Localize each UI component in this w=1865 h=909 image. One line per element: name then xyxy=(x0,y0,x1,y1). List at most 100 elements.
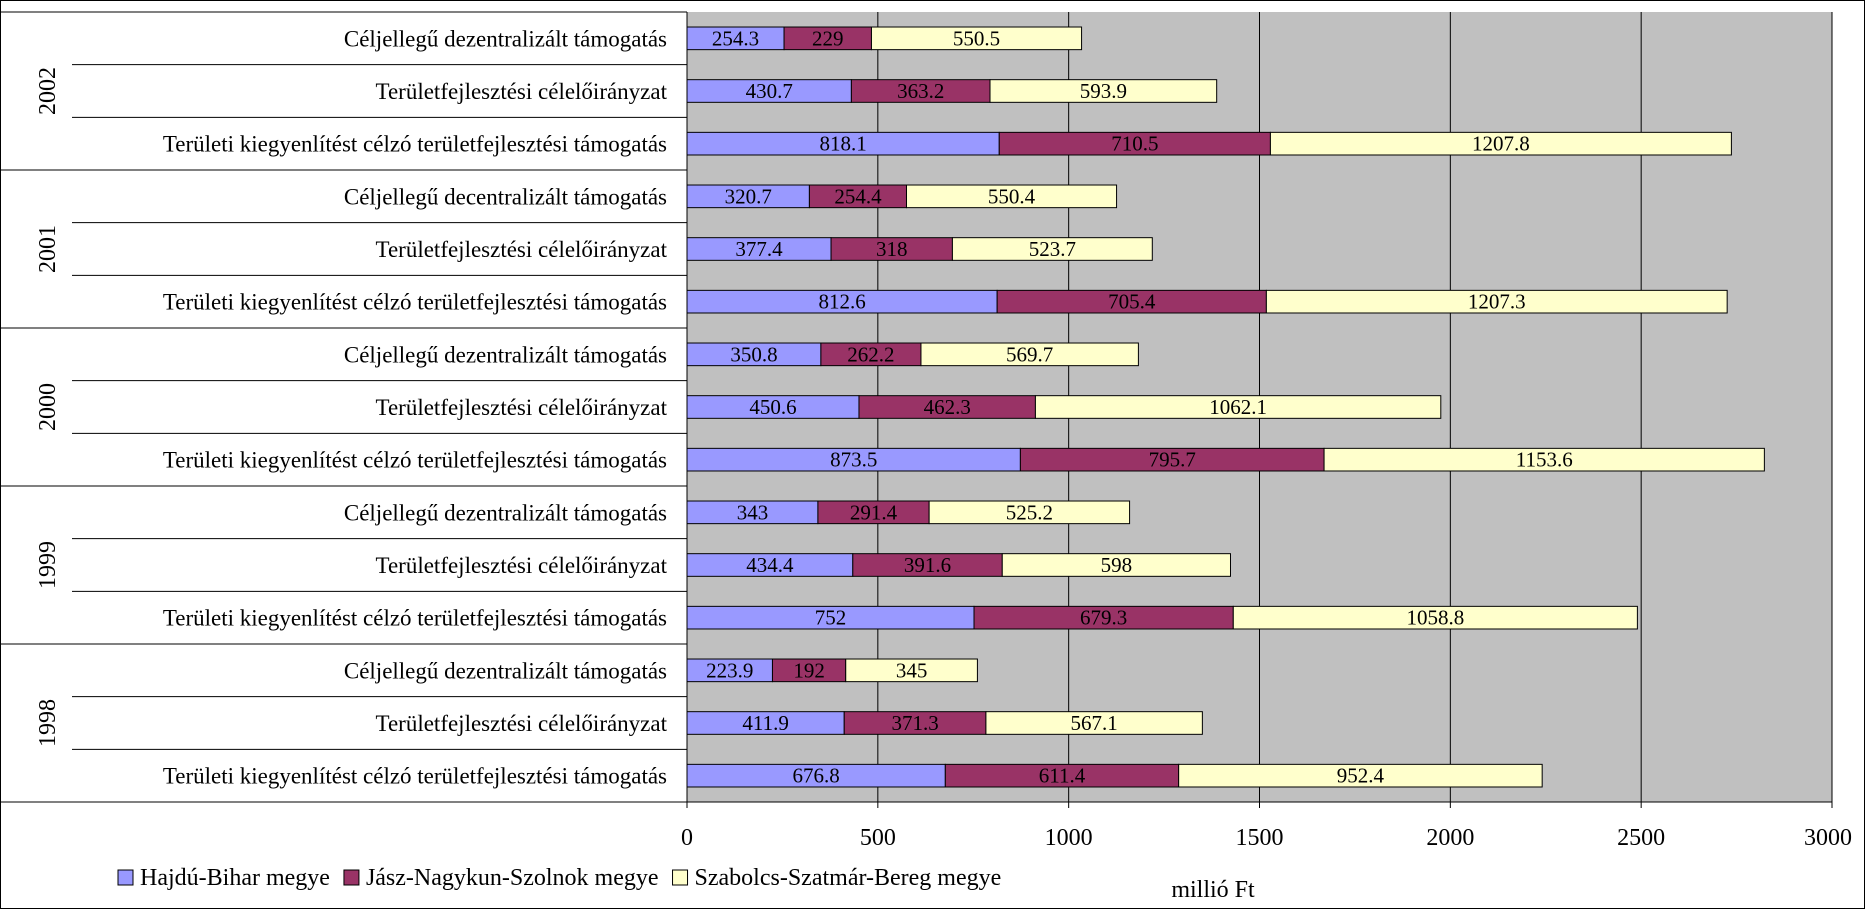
category-label: Céljellegű dezentralizált támogatás xyxy=(344,26,667,51)
data-label: 752 xyxy=(815,606,847,630)
category-label: Területfejlesztési célelőirányzat xyxy=(376,79,668,104)
category-label: Területi kiegyenlítést célzó területfejl… xyxy=(163,132,667,157)
group-year-label: 1998 xyxy=(35,699,61,747)
bar-segment xyxy=(1265,289,1728,314)
x-tick-label: 3000 xyxy=(1804,825,1852,851)
data-label: 343 xyxy=(737,500,769,524)
x-tick-label: 500 xyxy=(860,825,896,851)
data-label: 1062.1 xyxy=(1209,395,1267,419)
bar-segment xyxy=(1269,131,1732,156)
data-label: 679.3 xyxy=(1080,606,1127,630)
bar-segment xyxy=(1323,447,1765,472)
legend-swatch xyxy=(343,869,360,886)
data-label: 291.4 xyxy=(850,500,898,524)
data-label: 523.7 xyxy=(1029,237,1076,261)
data-label: 254.4 xyxy=(834,184,882,208)
x-tick-label: 1500 xyxy=(1236,825,1284,851)
data-label: 952.4 xyxy=(1337,764,1385,788)
data-label: 705.4 xyxy=(1108,290,1156,314)
data-label: 430.7 xyxy=(746,79,793,103)
category-label: Céljellegű dezentralizált támogatás xyxy=(344,342,667,367)
bar-segment xyxy=(951,237,1153,261)
category-label: Területfejlesztési célelőirányzat xyxy=(376,395,668,420)
data-label: 411.9 xyxy=(742,711,788,735)
legend: Hajdú-Bihar megye Jász-Nagykun-Szolnok me… xyxy=(117,865,1002,891)
group-year-label: 2000 xyxy=(35,383,61,431)
data-label: 1207.8 xyxy=(1472,132,1530,156)
data-label: 345 xyxy=(896,658,928,682)
bar-segment xyxy=(989,79,1218,103)
data-label: 371.3 xyxy=(891,711,938,735)
group-year-label: 1999 xyxy=(35,541,61,589)
bar-segment xyxy=(928,500,1131,525)
x-tick-label: 0 xyxy=(681,825,693,851)
bar-segment xyxy=(1178,763,1543,788)
data-label: 350.8 xyxy=(730,342,777,366)
legend-swatch xyxy=(117,869,134,886)
data-label: 320.7 xyxy=(725,184,772,208)
bar-segment xyxy=(1001,553,1231,577)
category-label: Területfejlesztési célelőirányzat xyxy=(376,237,668,262)
data-label: 1058.8 xyxy=(1406,606,1464,630)
legend-label: Jász-Nagykun-Szolnok megye xyxy=(366,865,659,891)
data-label: 598 xyxy=(1101,553,1133,577)
bar-segment xyxy=(1034,395,1442,419)
category-label: Területi kiegyenlítést célzó területfejl… xyxy=(163,448,667,473)
legend-label: Hajdú-Bihar megye xyxy=(140,865,330,891)
x-tick-label: 1000 xyxy=(1045,825,1093,851)
data-label: 192 xyxy=(793,658,825,682)
data-label: 434.4 xyxy=(746,553,794,577)
data-label: 818.1 xyxy=(819,132,866,156)
legend-swatch xyxy=(672,869,689,886)
category-axis: Céljellegű dezentralizált támogatás Terül… xyxy=(0,11,688,803)
data-label: 1207.3 xyxy=(1468,290,1526,314)
data-label: 229 xyxy=(812,26,844,50)
x-axis: 0 500 1000 1500 2000 2500 3000 xyxy=(681,801,1852,851)
category-label: Területi kiegyenlítést célzó területfejl… xyxy=(163,290,667,315)
data-label: 710.5 xyxy=(1111,132,1158,156)
data-labels: 254.3 229 550.5 430.7 363.2 593.9 818.1 710.5 12… xyxy=(706,26,1573,787)
data-label: 525.2 xyxy=(1006,500,1053,524)
category-label: Területi kiegyenlítést célzó területfejl… xyxy=(163,764,667,789)
data-label: 318 xyxy=(876,237,908,261)
category-label: Területfejlesztési célelőirányzat xyxy=(376,553,668,578)
data-label: 873.5 xyxy=(830,448,877,472)
data-label: 593.9 xyxy=(1080,79,1127,103)
bar-segment xyxy=(870,26,1083,51)
legend-label: Szabolcs-Szatmár-Bereg megye xyxy=(695,865,1002,891)
data-label: 450.6 xyxy=(749,395,796,419)
data-label: 223.9 xyxy=(706,658,753,682)
category-label: Céljellegű dezentralizált támogatás xyxy=(344,500,667,525)
x-tick-label: 2500 xyxy=(1617,825,1665,851)
data-label: 676.8 xyxy=(793,764,840,788)
data-label: 550.4 xyxy=(988,184,1036,208)
bar-segment xyxy=(985,711,1203,735)
category-label: Területi kiegyenlítést célzó területfejl… xyxy=(163,606,667,631)
category-label: Céljellegű dezentralizált támogatás xyxy=(344,658,667,683)
x-axis-unit-label: millió Ft xyxy=(1171,877,1255,903)
data-label: 377.4 xyxy=(735,237,783,261)
data-label: 462.3 xyxy=(924,395,971,419)
data-label: 550.5 xyxy=(953,26,1000,50)
bar-segment xyxy=(905,184,1118,209)
data-label: 1153.6 xyxy=(1516,448,1573,472)
category-label: Területfejlesztési célelőirányzat xyxy=(376,711,668,736)
group-year-label: 2001 xyxy=(35,225,61,273)
category-label: Céljellegű decentralizált támogatás xyxy=(344,184,667,209)
data-label: 611.4 xyxy=(1039,764,1086,788)
data-label: 391.6 xyxy=(904,553,951,577)
bar-segment xyxy=(1232,605,1638,630)
bars xyxy=(686,26,1765,788)
data-label: 363.2 xyxy=(897,79,944,103)
data-label: 262.2 xyxy=(847,342,894,366)
data-label: 254.3 xyxy=(712,26,759,50)
data-label: 569.7 xyxy=(1006,342,1053,366)
data-label: 795.7 xyxy=(1149,448,1196,472)
x-tick-label: 2000 xyxy=(1426,825,1474,851)
group-year-label: 2002 xyxy=(35,67,61,115)
bar-segment xyxy=(920,342,1139,367)
data-label: 567.1 xyxy=(1071,711,1118,735)
data-label: 812.6 xyxy=(818,290,865,314)
bar-segment xyxy=(845,658,978,683)
